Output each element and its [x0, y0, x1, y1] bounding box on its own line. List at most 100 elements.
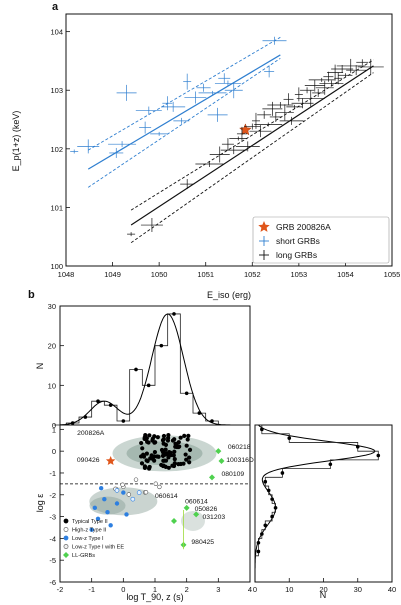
panel-a-y-ticks: 100 101 102 103 104 — [50, 28, 70, 271]
high-z-type-ii-point — [153, 481, 158, 486]
typical-type-ii-point — [148, 456, 153, 461]
typical-type-ii-point — [160, 463, 166, 469]
right-hist-point — [260, 532, 264, 536]
typical-type-ii-point — [172, 457, 177, 462]
typical-type-ii-point — [184, 457, 189, 462]
ll-grb-point — [209, 474, 215, 481]
star-point — [239, 123, 252, 136]
right-hist-x-tick-label: 30 — [354, 585, 362, 594]
scatter-x-tick-label: 4 — [248, 585, 252, 594]
scatter-y-tick-label: 0 — [52, 447, 56, 456]
scatter-y-tick-label: -4 — [49, 534, 56, 543]
typical-type-ii-point — [147, 433, 152, 438]
typical-type-ii-point — [161, 437, 166, 442]
low-z-type-i-point — [105, 510, 110, 515]
low-z-type-i-point — [102, 496, 107, 502]
hist-point — [134, 367, 138, 372]
x-tick-label: 1050 — [151, 270, 168, 279]
right-hist-point — [256, 549, 261, 554]
panel-a-label: a — [52, 1, 59, 13]
hist-y-tick-label: 0 — [52, 421, 56, 430]
low-z-type-i-ee-point — [130, 496, 136, 502]
right-hist-point — [376, 453, 381, 458]
annotation-label: 080109 — [222, 471, 245, 478]
ll-grb-point — [215, 448, 222, 455]
scatter-x-tick-label: -1 — [88, 585, 95, 594]
typical-type-ii-point — [144, 439, 150, 444]
scatter-y-tick-label: -3 — [49, 513, 56, 522]
annotation-label: 100316D — [226, 457, 254, 464]
high-z-type-ii-point — [133, 477, 139, 482]
scatter-legend-label: Typical Type II — [72, 519, 108, 525]
typical-type-ii-point — [139, 461, 145, 466]
annotation-label: 200826A — [77, 430, 105, 437]
typical-type-ii-point — [145, 458, 150, 464]
typical-type-ii-point — [150, 438, 155, 443]
typical-type-ii-point — [187, 455, 192, 460]
typical-type-ii-point — [186, 433, 191, 438]
typical-type-ii-point — [187, 460, 192, 465]
scatter-x-tick-label: -2 — [57, 585, 64, 594]
right-hist-point — [287, 436, 292, 440]
low-z-type-i-point — [98, 486, 104, 491]
ll-grb-point — [218, 457, 225, 464]
panel-a-marks — [70, 36, 384, 244]
typical-type-ii-point — [183, 452, 188, 457]
panel-a-frame — [65, 13, 393, 267]
y-tick-label: 100 — [50, 262, 63, 271]
contour-llgrb — [181, 510, 205, 531]
panel-a-legend: GRB 200826A short GRBs long GRBs — [252, 216, 390, 264]
right-hist-steps — [255, 424, 379, 557]
right-hist-point — [266, 488, 271, 493]
x-tick-label: 1053 — [291, 270, 308, 279]
annotation-label: 060614 — [185, 499, 208, 506]
right-hist-point — [273, 506, 278, 510]
panel-a-ylabel: E_p(1+z) (keV) — [11, 111, 21, 172]
legend-label: GRB 200826A — [276, 222, 331, 232]
hist-point — [210, 419, 214, 423]
right-hist-point — [260, 427, 264, 432]
typical-type-ii-point — [187, 447, 193, 452]
x-tick-label: 1049 — [104, 270, 121, 279]
scatter-legend-icon — [63, 544, 69, 549]
typical-type-ii-point — [171, 453, 176, 458]
right-hist-x-tick-label: 20 — [319, 585, 327, 594]
fit-line — [87, 54, 281, 170]
typical-type-ii-point — [152, 454, 157, 459]
typical-type-ii-point — [182, 433, 187, 438]
fit-line — [130, 65, 374, 226]
low-z-type-i-ee-point — [114, 488, 120, 493]
typical-type-ii-point — [178, 435, 183, 440]
scatter-x-tick-label: 0 — [121, 585, 125, 594]
typical-type-ii-point — [174, 444, 180, 450]
annotation-label: 980425 — [191, 539, 214, 546]
ll-grb-point — [171, 517, 177, 524]
ll-grb-point — [193, 511, 200, 518]
typical-type-ii-point — [166, 433, 171, 438]
right-hist-x-tick-label: 10 — [285, 585, 293, 594]
right-hist-point — [256, 540, 261, 545]
scatter-legend-label: Low-z Type I with EE — [72, 545, 124, 551]
high-z-type-ii-point — [126, 492, 131, 497]
hist-point — [70, 421, 75, 425]
panel-b-top-histogram: 0 10 20 30 N — [35, 302, 251, 430]
scatter-legend-label: LL-GRBs — [72, 553, 95, 559]
typical-type-ii-point — [170, 438, 176, 443]
right-hist-point — [263, 479, 268, 484]
scatter-xlabel: log T_90, z (s) — [126, 592, 183, 602]
fit-bound-line — [87, 57, 281, 188]
hist-point — [197, 411, 202, 415]
ll-grb-point — [183, 504, 190, 511]
typical-type-ii-point — [142, 464, 148, 469]
right-hist-point — [280, 471, 285, 475]
hist-y-axis-label: N — [35, 363, 45, 370]
right-hist-x-tick-label: 0 — [253, 585, 257, 594]
scatter-legend-icon — [63, 527, 69, 532]
legend-label: long GRBs — [276, 250, 317, 260]
low-z-type-i-point — [124, 512, 129, 517]
x-tick-label: 1054 — [337, 270, 354, 279]
typical-type-ii-point — [140, 446, 145, 451]
